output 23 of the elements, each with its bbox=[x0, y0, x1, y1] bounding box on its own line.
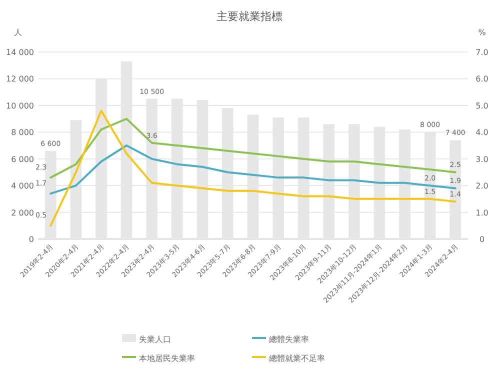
y-tick-label: 6 000 bbox=[11, 154, 34, 164]
y2-tick-label: 7.0 bbox=[476, 48, 488, 57]
y2-tick-label: 3.0 bbox=[476, 154, 488, 164]
y-tick-label: 8 000 bbox=[11, 128, 34, 138]
legend-label: 失業人口 bbox=[139, 335, 171, 344]
y2-tick-label: 4.0 bbox=[476, 128, 488, 138]
chart-title: 主要就業指標 bbox=[216, 10, 282, 23]
y-tick-label: 14 000 bbox=[6, 48, 34, 57]
y2-tick-label: 6.0 bbox=[476, 74, 488, 84]
y-tick-label: 0 bbox=[28, 235, 34, 244]
y2-tick-label: 0 bbox=[479, 235, 485, 244]
legend-label: 總體失業率 bbox=[268, 335, 309, 344]
y2-tick-label: 1.0 bbox=[476, 208, 488, 218]
y-tick-label: 4 000 bbox=[11, 182, 34, 191]
legend-label: 總體就業不足率 bbox=[268, 354, 325, 363]
y-tick-label: 10 000 bbox=[6, 101, 34, 110]
y2-tick-label: 5.0 bbox=[476, 101, 488, 110]
legend-label: 本地居民失業率 bbox=[139, 354, 195, 363]
y2-axis-title: % bbox=[478, 28, 486, 37]
y-tick-label: 2 000 bbox=[11, 208, 34, 218]
y-axis-title: 人 bbox=[14, 28, 22, 37]
y2-tick-label: 2.0 bbox=[476, 182, 488, 191]
y-tick-label: 12 000 bbox=[6, 74, 34, 84]
